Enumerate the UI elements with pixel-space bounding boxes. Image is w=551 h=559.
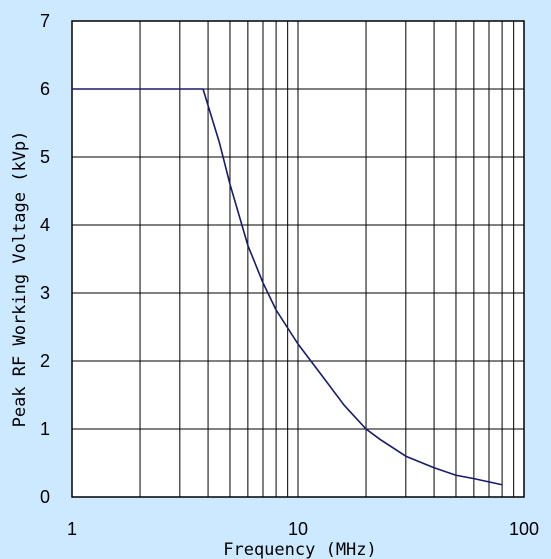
y-tick-label: 4 bbox=[40, 215, 50, 235]
x-tick-label: 10 bbox=[288, 519, 308, 539]
y-tick-label: 3 bbox=[40, 283, 50, 303]
series-line bbox=[72, 88, 503, 486]
y-tick-label: 5 bbox=[40, 147, 50, 167]
y-tick-label: 0 bbox=[40, 487, 50, 507]
grid-lines bbox=[71, 20, 525, 498]
y-axis-title: Peak RF Working Voltage (kVp) bbox=[10, 131, 30, 428]
y-tick-label: 7 bbox=[40, 11, 50, 31]
x-tick-labels: 1 10 100 bbox=[67, 519, 539, 539]
y-tick-label: 2 bbox=[40, 351, 50, 371]
y-tick-label: 6 bbox=[40, 79, 50, 99]
x-tick-label: 100 bbox=[509, 519, 539, 539]
y-tick-labels: 0 1 2 3 4 5 6 7 bbox=[40, 11, 50, 507]
plot-frame bbox=[71, 20, 525, 498]
series-layer bbox=[72, 88, 503, 486]
x-axis-title: Frequency (MHz) bbox=[223, 540, 377, 559]
x-tick-label: 1 bbox=[67, 519, 77, 539]
y-tick-label: 1 bbox=[40, 419, 50, 439]
